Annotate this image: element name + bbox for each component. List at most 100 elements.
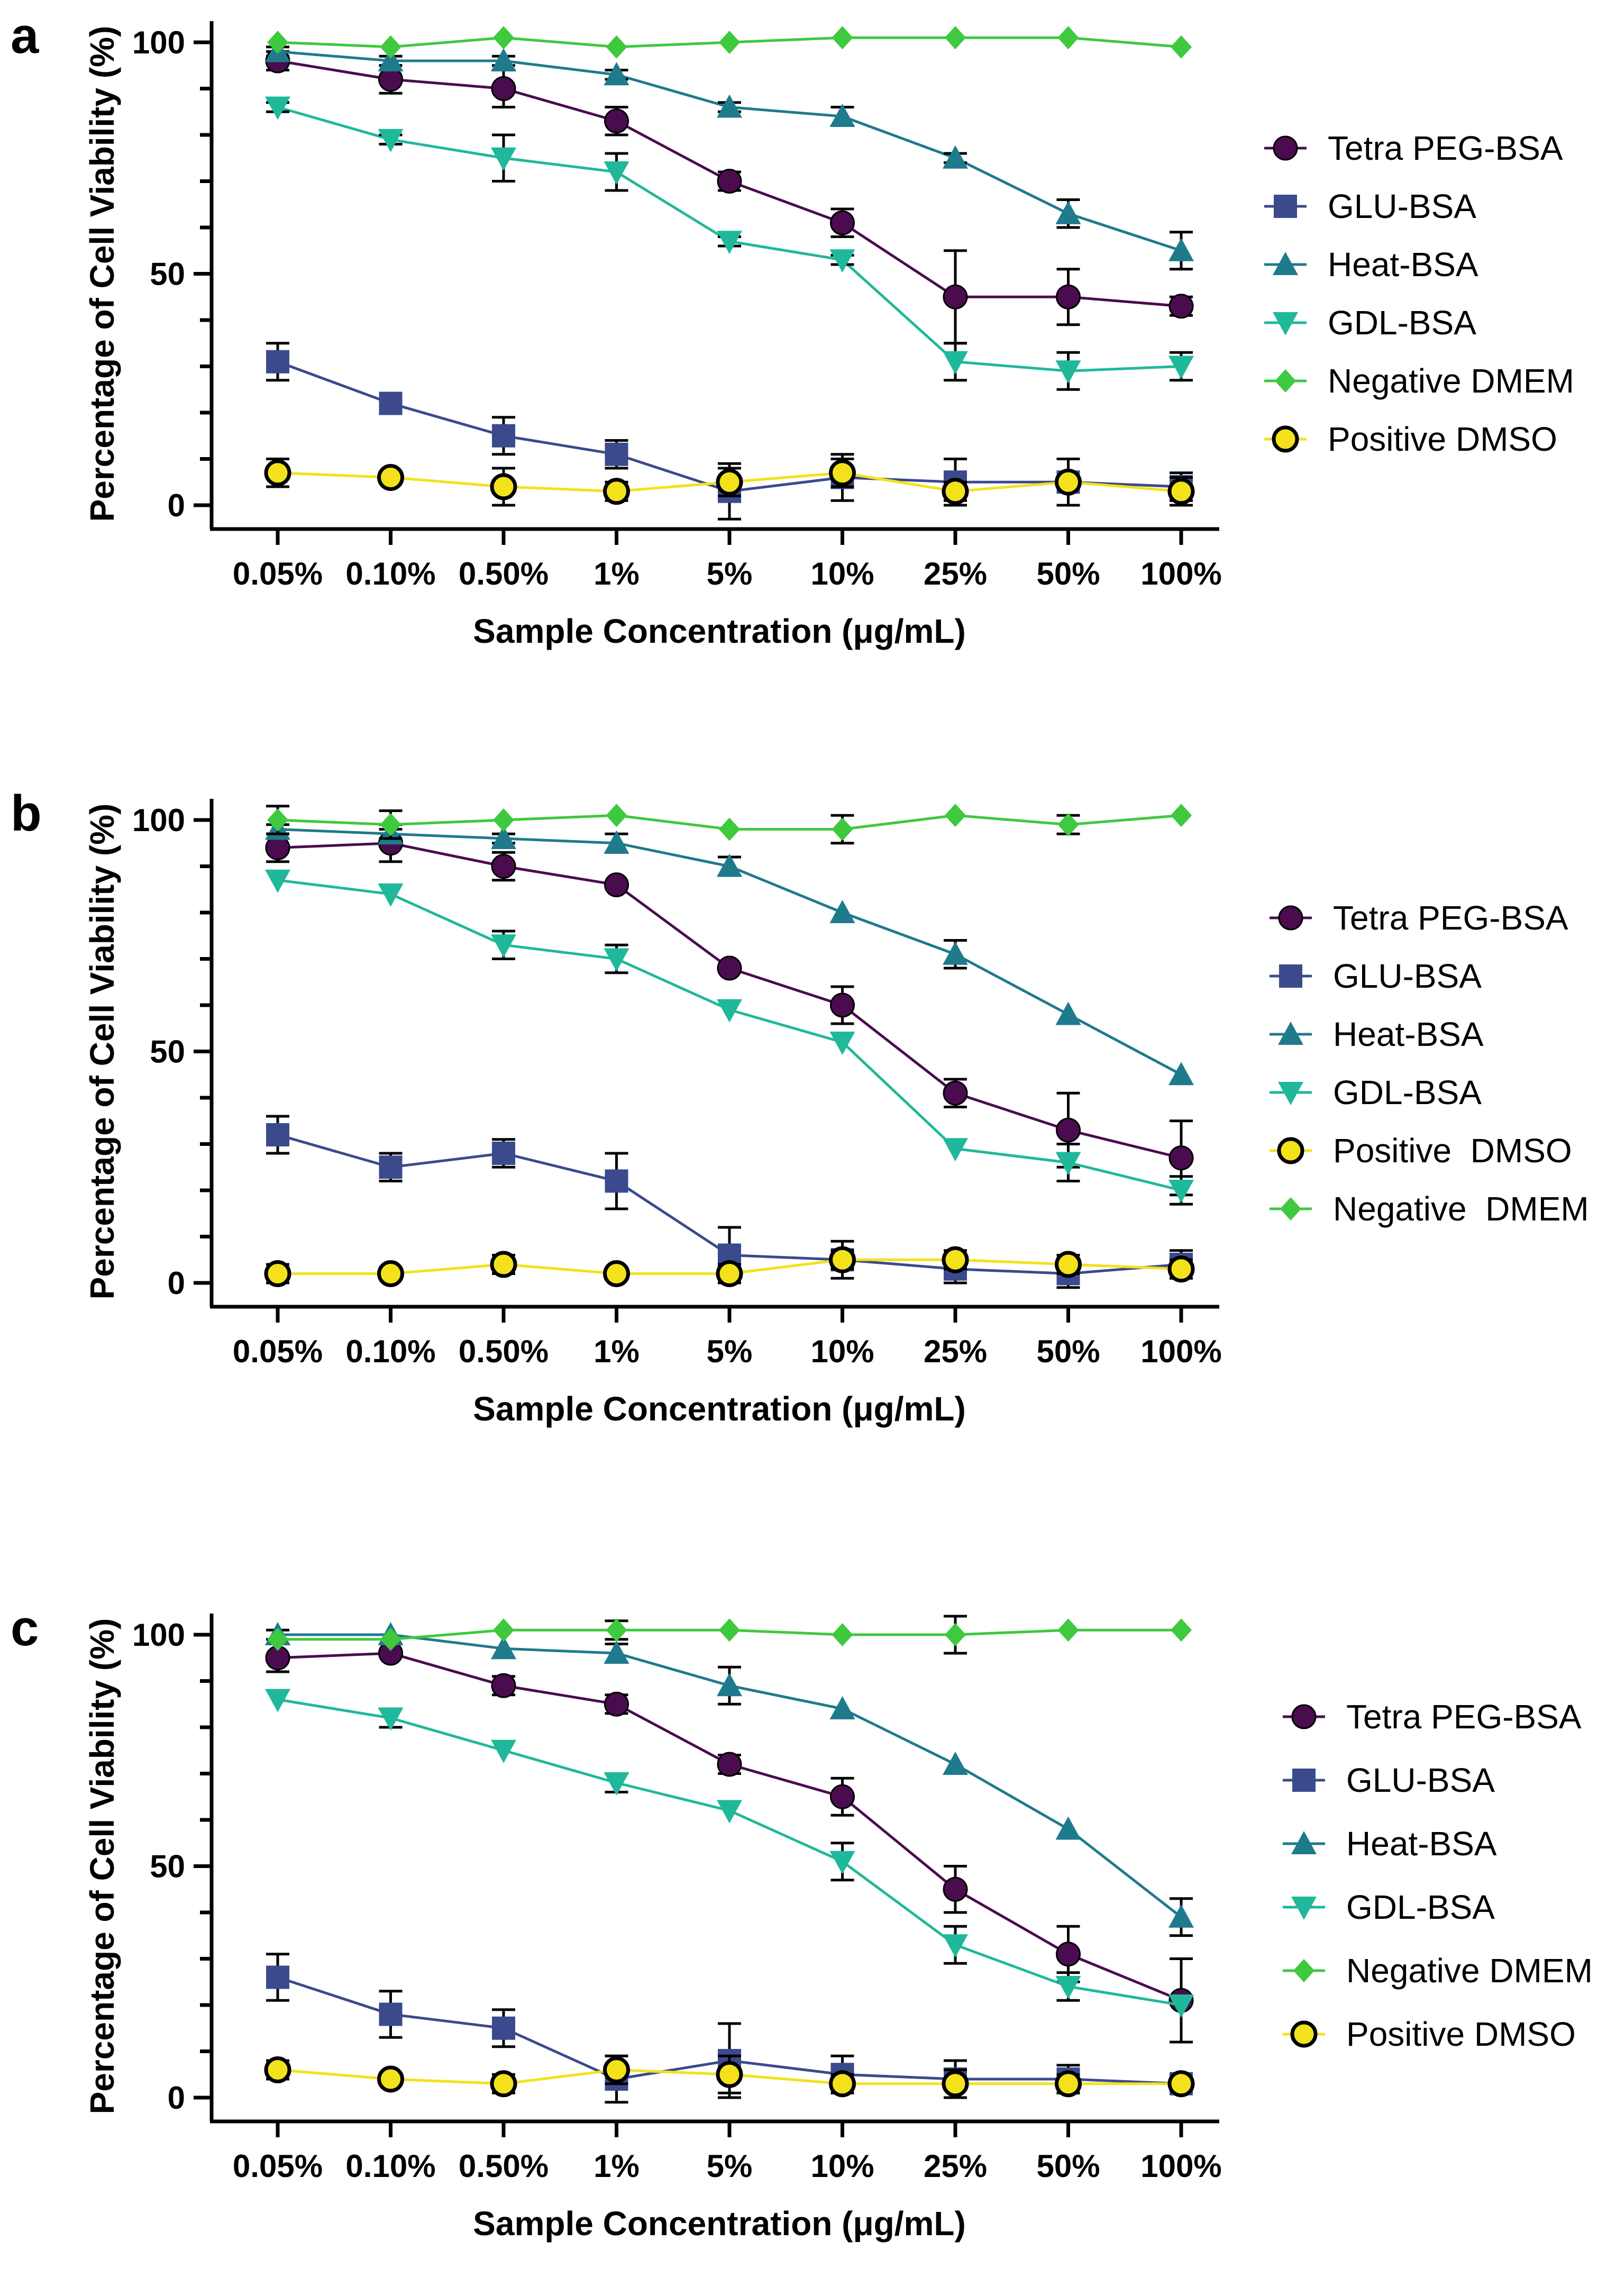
panel-b-series-negative-dmem (266, 804, 1192, 845)
panel-a-legend-marker (1274, 195, 1297, 218)
panel-a-legend-label: Positive DMSO (1328, 420, 1557, 458)
panel-b-point-gdl-bsa (717, 999, 742, 1023)
panel-c-point-gdl-bsa (604, 1772, 629, 1796)
panel-c-point-gdl-bsa (1055, 1976, 1081, 1999)
panel-c-point-positive-dmso (942, 2070, 969, 2098)
panel-b-legend-item-glu-bsa: GLU-BSA (1270, 957, 1482, 995)
panel-b-point-gdl-bsa (491, 934, 516, 958)
panel-a-label: a (11, 7, 39, 64)
panel-a-point-positive-dmso (716, 468, 743, 496)
panel-a-x-tick-label: 10% (810, 556, 874, 591)
panel-b-point-heat-bsa (829, 900, 855, 923)
panel-b-legend-marker (1277, 1137, 1304, 1164)
panel-a-point-gdl-bsa (943, 351, 968, 375)
panel-c-legend-marker (1290, 2020, 1318, 2048)
panel-c-legend-label: Tetra PEG-BSA (1346, 1698, 1582, 1736)
panel-b-line-gdl-bsa (277, 879, 1182, 1192)
panel-c-legend-item-gdl-bsa: GDL-BSA (1283, 1888, 1495, 1926)
panel-b-legend-label: Negative DMEM (1333, 1190, 1589, 1228)
panel-c-series-positive-dmso (264, 2054, 1195, 2099)
panel-b-point-heat-bsa (717, 853, 742, 877)
panel-a-point-heat-bsa (717, 94, 742, 118)
panel-c-x-tick-label: 5% (707, 2148, 753, 2184)
panel-b-point-heat-bsa (1055, 1001, 1081, 1025)
panel-b-x-tick-label: 10% (810, 1334, 874, 1369)
panel-c-legend-label: GDL-BSA (1346, 1888, 1495, 1926)
panel-c-y-axis-title: Percentage of Cell Viability (%) (83, 1618, 121, 2115)
panel-b-point-gdl-bsa (829, 1032, 855, 1055)
panel-c-point-tetra-peg-bsa (491, 1673, 516, 1698)
panel-b-legend-marker (1278, 905, 1303, 931)
panel-b-legend-item-negative-dmem: Negative DMEM (1270, 1190, 1589, 1228)
panel-a-legend-item-gdl-bsa: GDL-BSA (1264, 304, 1476, 342)
panel-b-series-heat-bsa (265, 816, 1194, 1086)
panel-b-point-positive-dmso (1055, 1251, 1082, 1278)
panel-c-point-tetra-peg-bsa (1056, 1942, 1081, 1967)
panel-a-point-positive-dmso (490, 473, 517, 500)
panel-b-series-positive-dmso (264, 1246, 1195, 1287)
panel-b-point-glu-bsa (379, 1155, 403, 1179)
panel-a-x-tick-label: 25% (924, 556, 987, 591)
panel-b-point-tetra-peg-bsa (943, 1080, 968, 1106)
panel-a-series-gdl-bsa (265, 96, 1194, 391)
panel-b-point-negative-dmem (1057, 813, 1079, 836)
panel-a-point-positive-dmso (1055, 468, 1082, 496)
panel-a-point-tetra-peg-bsa (604, 108, 629, 134)
panel-a-point-glu-bsa (379, 391, 403, 415)
panel-b-x-tick-label: 0.10% (345, 1334, 435, 1369)
panel-c-label: c (11, 1600, 39, 1656)
panel-b-point-negative-dmem (832, 817, 853, 841)
panel-b-point-negative-dmem (267, 808, 288, 832)
panel-c-point-negative-dmem (832, 1623, 853, 1646)
panel-a-point-negative-dmem (1171, 35, 1192, 59)
panel-b-point-positive-dmso (603, 1260, 630, 1287)
panel-a-x-tick-label: 50% (1036, 556, 1100, 591)
panel-c-point-negative-dmem (1171, 1618, 1192, 1642)
panel-a-legend-marker (1273, 135, 1298, 161)
panel-a-point-gdl-bsa (604, 161, 629, 185)
panel-b-y-tick-label: 0 (168, 1265, 185, 1301)
panel-a-point-gdl-bsa (378, 129, 404, 152)
panel-a-point-positive-dmso (942, 478, 969, 505)
panel-c-legend-marker (1293, 1959, 1314, 1982)
panel-a-point-tetra-peg-bsa (1168, 294, 1194, 319)
panel-a-legend-item-glu-bsa: GLU-BSA (1264, 187, 1476, 225)
panel-b-legend-marker (1279, 964, 1302, 988)
panel-b-legend-item-gdl-bsa: GDL-BSA (1270, 1073, 1482, 1111)
panel-a-point-tetra-peg-bsa (491, 76, 516, 101)
panel-c-point-positive-dmso (377, 2065, 404, 2093)
panel-b-point-tetra-peg-bsa (1056, 1117, 1081, 1143)
panel-c-point-heat-bsa (491, 1636, 516, 1660)
panel-c-point-positive-dmso (1055, 2070, 1082, 2098)
panel-a-point-heat-bsa (378, 48, 404, 71)
panel-a-y-axis-title: Percentage of Cell Viability (%) (83, 26, 121, 522)
panel-a-legend-label: Heat-BSA (1328, 245, 1478, 284)
panel-a-x-tick-label: 1% (594, 556, 640, 591)
panel-b-point-gdl-bsa (265, 869, 290, 893)
panel-b-point-negative-dmem (945, 804, 966, 827)
panel-c-x-axis-title: Sample Concentration (μg/mL) (473, 2204, 966, 2243)
panel-b-point-glu-bsa (605, 1169, 628, 1193)
panel-c-chart: c 0 50 100 0.05% 0.10% 0.50% 1% 5% 10% 25% 50% 100% S… (11, 1600, 1593, 2243)
panel-c-point-negative-dmem (945, 1623, 966, 1646)
panel-b-y-tick-label: 100 (132, 803, 185, 838)
panel-b-point-tetra-peg-bsa (717, 955, 742, 981)
panel-b-x-tick-label: 1% (594, 1334, 640, 1369)
panel-c-point-positive-dmso (603, 2056, 630, 2083)
panel-b-point-gdl-bsa (378, 883, 404, 907)
panel-a-point-positive-dmso (264, 459, 291, 487)
panel-a-point-heat-bsa (1055, 201, 1081, 224)
panel-b-legend-item-positive-dmso: Positive DMSO (1270, 1132, 1572, 1170)
panel-b-x-tick-label: 25% (924, 1334, 987, 1369)
panel-a-point-positive-dmso (1167, 478, 1195, 505)
panel-c-series-tetra-peg-bsa (265, 1641, 1194, 2044)
panel-c-point-gdl-bsa (491, 1739, 516, 1763)
panel-c-point-negative-dmem (493, 1618, 514, 1642)
panel-a-legend-label: GDL-BSA (1328, 304, 1476, 342)
panel-a-series-positive-dmso (264, 458, 1195, 507)
panel-c-y-tick-label: 0 (168, 2080, 185, 2116)
panel-b-point-negative-dmem (1171, 804, 1192, 827)
panel-b-point-tetra-peg-bsa (491, 854, 516, 879)
panel-c-legend-marker (1291, 1704, 1317, 1729)
panel-a-series-tetra-peg-bsa (265, 48, 1194, 345)
